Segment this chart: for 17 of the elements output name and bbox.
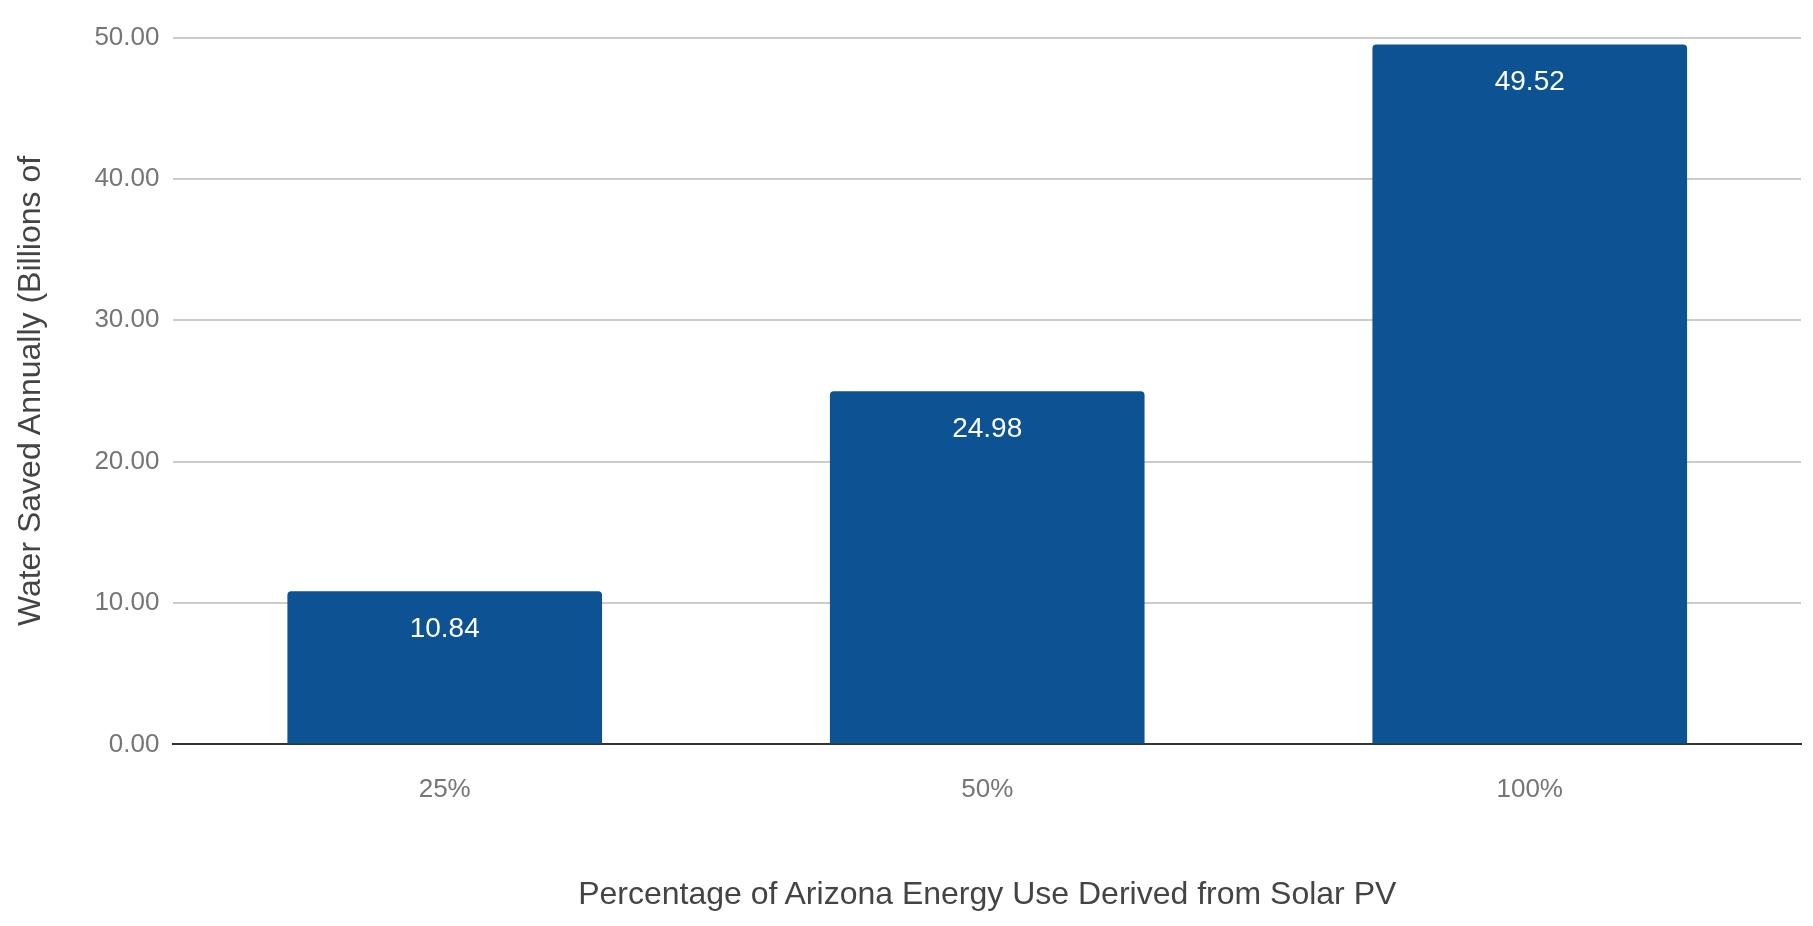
y-tick-label: 30.00 — [94, 303, 160, 334]
bar — [1372, 44, 1688, 744]
y-tick-label: 0.00 — [108, 727, 160, 758]
bar — [287, 591, 603, 744]
x-tick-label: 25% — [418, 773, 471, 804]
y-axis-title: Water Saved Annually (Billions of — [11, 155, 48, 627]
y-tick-label: 40.00 — [94, 162, 160, 193]
data-label: 10.84 — [409, 611, 480, 643]
y-tick-label: 50.00 — [94, 20, 160, 51]
y-tick-label: 20.00 — [94, 444, 160, 475]
x-tick-label: 50% — [961, 773, 1014, 804]
x-tick-label: 100% — [1496, 773, 1563, 804]
x-axis-title: Percentage of Arizona Energy Use Derived from Solar PV — [578, 874, 1397, 911]
data-label: 24.98 — [952, 412, 1023, 443]
y-tick-label: 10.00 — [94, 586, 160, 617]
bar — [829, 391, 1145, 744]
data-label: 49.52 — [1494, 65, 1565, 97]
